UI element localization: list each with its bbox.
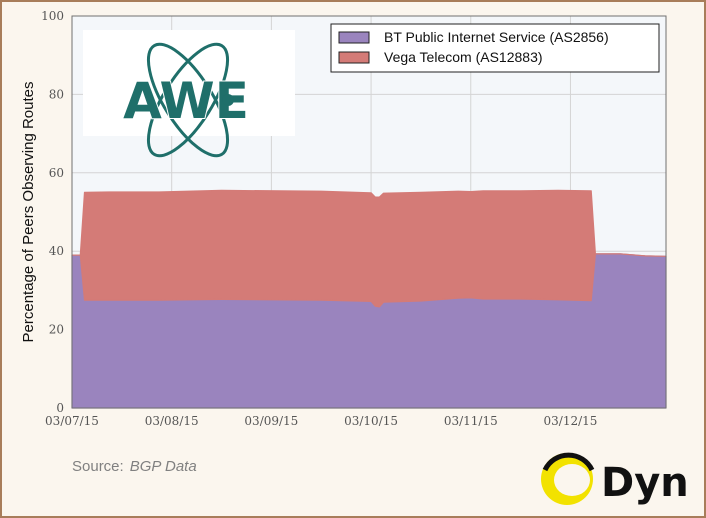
dyn-logo: Dyn xyxy=(541,452,689,506)
y-tick-label: 80 xyxy=(49,87,64,101)
source-label: Source: xyxy=(72,458,124,475)
awe-logo: AWE xyxy=(83,30,295,158)
legend-swatch-bt xyxy=(338,31,370,44)
axis-ticks: 0 20 40 60 80 100 03/07/15 03/08/15 03/09/15 03/1… xyxy=(41,9,597,428)
x-tick-label: 03/08/15 xyxy=(145,414,199,428)
y-tick-label: 0 xyxy=(56,401,64,415)
legend-swatch-vega xyxy=(338,51,370,64)
dyn-logo-text: Dyn xyxy=(601,460,689,506)
x-tick-label: 03/12/15 xyxy=(544,414,598,428)
y-tick-label: 40 xyxy=(49,244,64,258)
legend-label-bt: BT Public Internet Service (AS2856) xyxy=(384,29,609,45)
plot-border xyxy=(71,15,667,409)
x-tick-label: 03/09/15 xyxy=(244,414,298,428)
area-series-1 xyxy=(71,189,667,308)
legend: BT Public Internet Service (AS2856) Vega… xyxy=(330,23,660,73)
y-tick-label: 60 xyxy=(49,166,64,180)
y-axis-label: Percentage of Peers Observing Routes xyxy=(20,82,37,343)
y-tick-label: 100 xyxy=(41,9,64,23)
x-tick-label: 03/10/15 xyxy=(344,414,398,428)
awe-nucleus-dot xyxy=(222,94,234,106)
legend-label-vega: Vega Telecom (AS12883) xyxy=(384,49,543,65)
legend-box xyxy=(330,23,660,73)
y-tick-label: 20 xyxy=(49,323,64,337)
series-areas xyxy=(71,189,667,409)
x-tick-label: 03/11/15 xyxy=(444,414,498,428)
source-note: Source: BGP Data xyxy=(72,458,197,475)
source-value: BGP Data xyxy=(129,458,197,475)
x-tick-label: 03/07/15 xyxy=(45,414,99,428)
